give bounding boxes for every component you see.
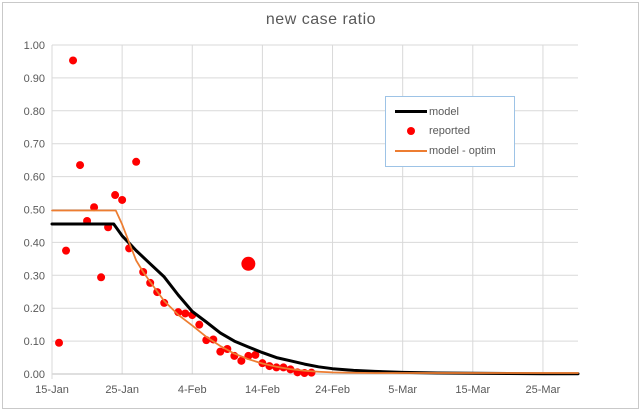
model-optim-line-swatch	[395, 150, 427, 153]
y-tick-label: 0.10	[24, 336, 45, 348]
legend[interactable]: model reported model - optim	[385, 96, 515, 167]
y-tick-label: 0.80	[24, 106, 45, 118]
x-tick-label: 4-Feb	[178, 384, 207, 396]
reported-point	[174, 308, 183, 317]
legend-item-label: reported	[429, 125, 470, 138]
legend-item-model[interactable]: model	[386, 103, 514, 121]
reported-point	[69, 56, 78, 65]
reported-point	[90, 203, 99, 212]
reported-point	[181, 309, 190, 318]
y-tick-label: 0.20	[24, 303, 45, 315]
reported-point	[97, 273, 106, 282]
y-tick-label: 0.40	[24, 237, 45, 249]
y-tick-label: 0.30	[24, 270, 45, 282]
legend-item-label: model - optim	[429, 145, 496, 158]
reported-point	[216, 347, 225, 356]
model-line-swatch	[395, 110, 427, 114]
reported-point	[251, 350, 260, 359]
x-tick-label: 5-Mar	[388, 384, 417, 396]
x-tick-label: 15-Jan	[35, 384, 69, 396]
reported-outlier-point	[241, 256, 256, 271]
y-tick-label: 0.00	[24, 369, 45, 381]
y-tick-label: 0.90	[24, 73, 45, 85]
reported-point	[118, 195, 127, 204]
legend-item-model-optim[interactable]: model - optim	[386, 142, 514, 160]
legend-item-reported[interactable]: reported	[386, 122, 514, 140]
reported-point	[307, 368, 316, 377]
x-tick-label: 24-Feb	[315, 384, 350, 396]
reported-point	[160, 298, 169, 307]
reported-point	[209, 335, 218, 344]
gridlines	[51, 44, 578, 375]
y-tick-labels: 0.00 0.10 0.20 0.30 0.40 0.50 0.60 0.70 0.80 0.90…	[24, 40, 45, 381]
reported-point	[76, 161, 85, 170]
reported-point	[111, 191, 120, 200]
x-tick-label: 25-Jan	[105, 384, 139, 396]
reported-point	[62, 246, 71, 255]
reported-point	[132, 157, 141, 166]
x-tick-label: 15-Mar	[455, 384, 490, 396]
y-tick-label: 1.00	[24, 40, 45, 52]
y-tick-label: 0.50	[24, 205, 45, 217]
y-tick-label: 0.70	[24, 139, 45, 151]
x-tick-label: 25-Mar	[526, 384, 561, 396]
reported-point	[195, 320, 204, 329]
reported-point	[55, 338, 64, 347]
x-tick-label: 14-Feb	[245, 384, 280, 396]
y-tick-label: 0.60	[24, 172, 45, 184]
x-tick-labels: 15-Jan 25-Jan 4-Feb 14-Feb 24-Feb 5-Mar 15-Mar…	[35, 384, 561, 396]
legend-item-label: model	[429, 105, 459, 118]
model-optim-line	[51, 209, 579, 374]
chart-title: new case ratio	[265, 11, 377, 28]
reported-point	[237, 356, 246, 365]
reported-dot-swatch	[395, 127, 427, 136]
reported-points	[55, 56, 316, 378]
